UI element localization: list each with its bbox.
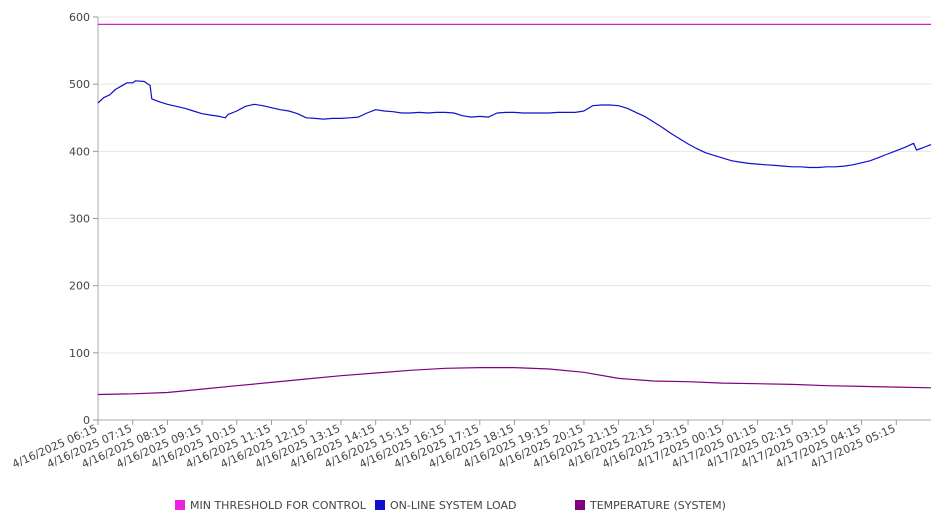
y-tick-label: 200 <box>69 280 90 293</box>
y-tick-label: 0 <box>83 414 90 427</box>
y-tick-label: 600 <box>69 11 90 24</box>
legend-swatch-min-threshold <box>175 500 185 510</box>
y-tick-label: 500 <box>69 78 90 91</box>
y-tick-label: 400 <box>69 145 90 158</box>
legend-label-min-threshold: MIN THRESHOLD FOR CONTROL <box>190 498 366 512</box>
legend-swatch-temperature <box>575 500 585 510</box>
legend-label-temperature: TEMPERATURE (SYSTEM) <box>590 498 726 512</box>
y-tick-label: 300 <box>69 213 90 226</box>
series-system-load-line <box>97 80 932 169</box>
legend-item-temperature[interactable]: TEMPERATURE (SYSTEM) <box>575 497 726 513</box>
series-temperature-line <box>97 367 932 396</box>
legend-swatch-system-load <box>375 500 385 510</box>
legend: MIN THRESHOLD FOR CONTROL ON-LINE SYSTEM… <box>0 497 946 515</box>
x-axis-ticks: 4/16/2025 06:154/16/2025 07:154/16/2025 … <box>10 420 898 471</box>
grid-lines <box>98 16 931 354</box>
y-tick-label: 100 <box>69 347 90 360</box>
series-group <box>97 23 932 396</box>
legend-label-system-load: ON-LINE SYSTEM LOAD <box>390 498 517 512</box>
legend-item-system-load[interactable]: ON-LINE SYSTEM LOAD <box>375 497 516 513</box>
y-axis-ticks: 0 100 200 300 400 500 600 <box>69 11 98 427</box>
legend-item-min-threshold[interactable]: MIN THRESHOLD FOR CONTROL <box>175 497 366 513</box>
